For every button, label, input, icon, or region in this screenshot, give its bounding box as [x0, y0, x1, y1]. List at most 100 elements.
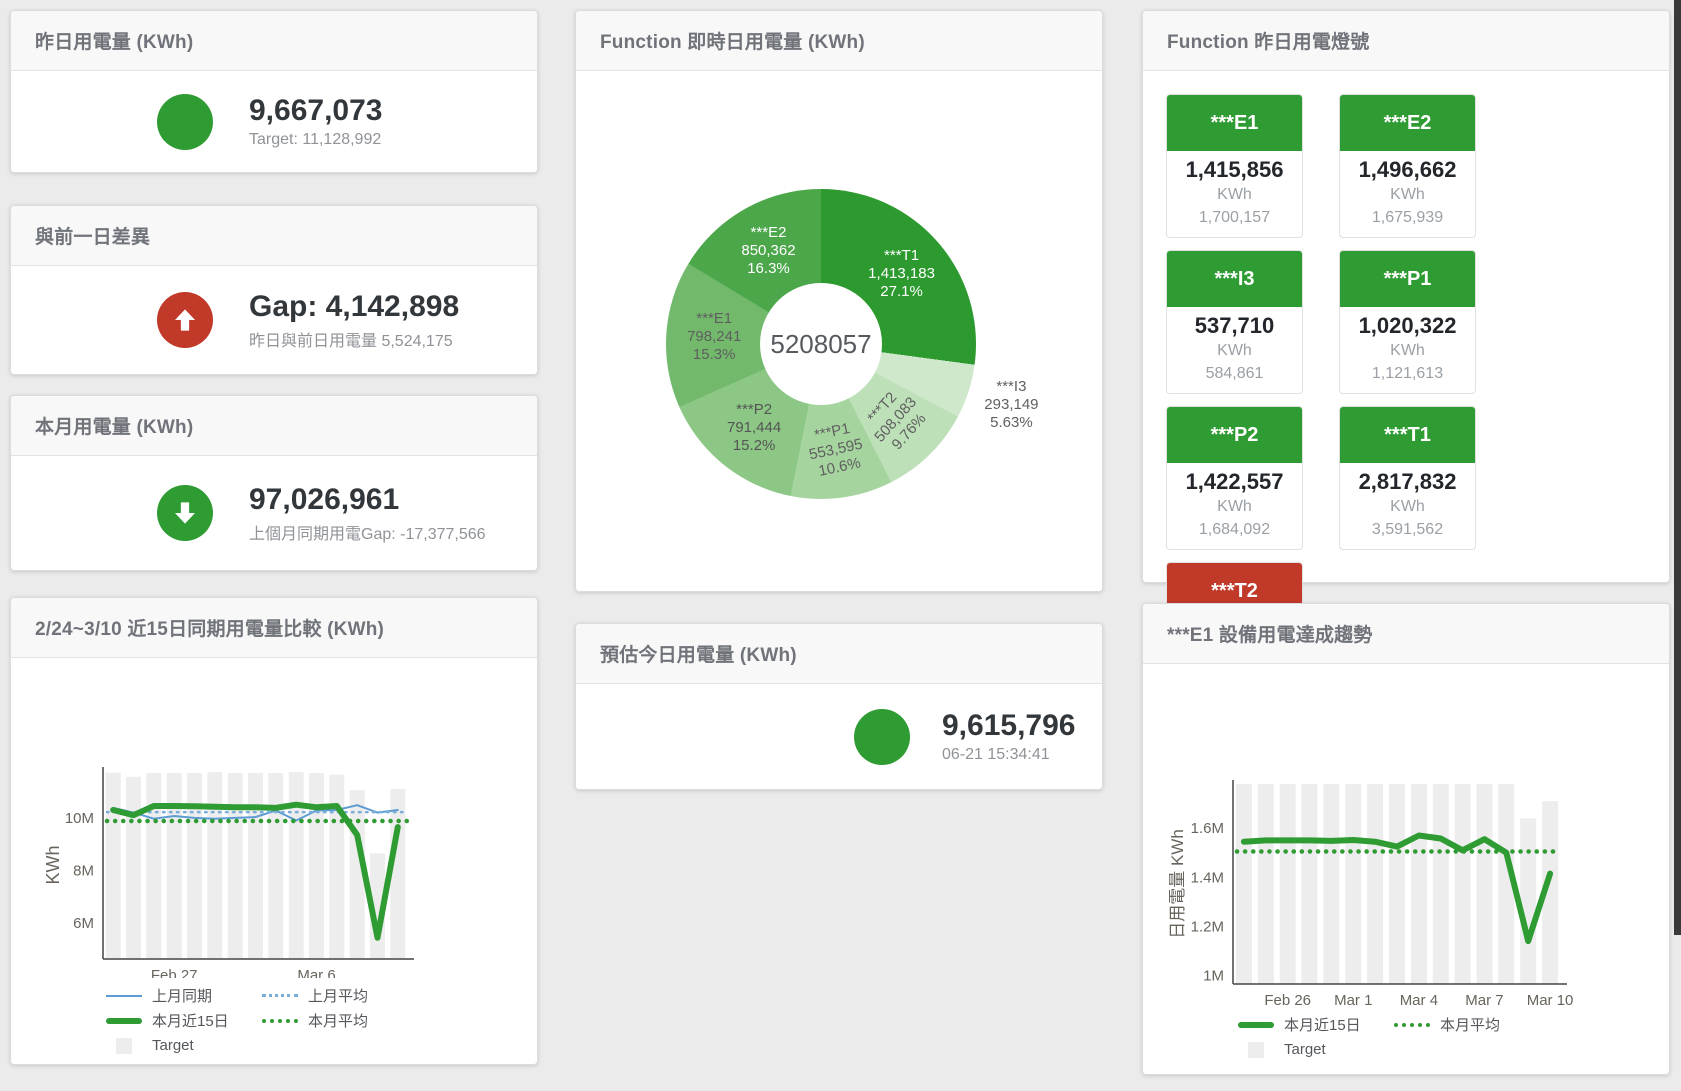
kpi-text: 9,667,073 Target: 11,128,992	[249, 94, 382, 149]
x-tick: Mar 7	[1465, 992, 1503, 1009]
comparison-chart[interactable]: 6M 8M 10M Feb 27 Mar 6 KWh	[11, 658, 539, 978]
target-bar	[309, 773, 324, 959]
card-15day-comparison: 2/24~3/10 近15日同期用電量比較 (KWh) 6M 8M 10M Feb 2…	[10, 597, 538, 1065]
target-bar	[390, 788, 406, 959]
kpi-row: 9,667,073 Target: 11,128,992	[11, 71, 537, 172]
tile-target: 584,861	[1205, 365, 1264, 382]
kpi-text: Gap: 4,142,898 昨日與前日用電量 5,524,175	[249, 290, 459, 351]
card-header: 2/24~3/10 近15日同期用電量比較 (KWh)	[11, 598, 537, 658]
legend-label[interactable]: 上月同期	[152, 988, 213, 1005]
target-bar	[1454, 784, 1471, 984]
target-bar	[1301, 784, 1318, 984]
legend-marker-green-dot[interactable]	[262, 1018, 298, 1023]
kpi-subtext: Target: 11,128,992	[249, 131, 382, 148]
donut-chart[interactable]: 5208057 ***T1 1,413,183 27.1% ***I3 293,149 5…	[666, 189, 1039, 499]
target-bar	[288, 772, 304, 959]
legend-label[interactable]: 本月平均	[1440, 1017, 1501, 1034]
trend-chart[interactable]: 1M 1.2M 1.4M 1.6M Feb 26 Mar 1 Mar 4 Mar 7 Mar 1…	[1143, 664, 1671, 1009]
legend-label[interactable]: Target	[152, 1037, 194, 1054]
card-status-lights: Function 昨日用電燈號 ***E1 1,415,856 KWh 1,700,1…	[1142, 10, 1670, 706]
y-tick: 1.2M	[1191, 918, 1224, 935]
arrow-up-icon	[175, 309, 195, 331]
tile-unit: KWh	[1390, 186, 1425, 203]
donut-slice-label-e2: ***E2 850,362 16.3%	[741, 223, 796, 277]
status-tile-p2: ***P2 1,422,557 KWh 1,684,092	[1166, 406, 1303, 550]
legend-marker-green-line[interactable]	[1238, 1021, 1274, 1028]
tile-label: ***T1	[1340, 407, 1475, 463]
legend-label[interactable]: 本月平均	[308, 1013, 369, 1030]
kpi-value: Gap: 4,142,898	[249, 289, 460, 323]
x-tick: Mar 1	[1334, 992, 1372, 1009]
legend-marker-blue-line[interactable]	[106, 994, 142, 997]
legend-label[interactable]: 本月近15日	[152, 1013, 229, 1030]
card-title: 本月用電量 (KWh)	[35, 417, 194, 438]
card-header: 昨日用電量 (KWh)	[11, 11, 537, 71]
series-line	[112, 804, 399, 822]
target-bar	[1410, 784, 1427, 984]
tile-value: 1,496,662	[1358, 157, 1457, 182]
kpi-text: 97,026,961 上個月同期用電Gap: -17,377,566	[249, 483, 486, 544]
kpi-subtext: 上個月同期用電Gap: -17,377,566	[249, 525, 486, 543]
target-bar	[105, 772, 121, 959]
target-bar	[146, 773, 162, 959]
legend-marker-green-dot[interactable]	[1394, 1022, 1430, 1027]
card-title: ***E1 設備用電達成趨勢	[1167, 625, 1373, 646]
card-month-usage: 本月用電量 (KWh) 97,026,961 上個月同期用電Gap: -17,3…	[10, 395, 538, 571]
status-tile-t1: ***T1 2,817,832 KWh 3,591,562	[1339, 406, 1476, 550]
target-bar	[227, 773, 243, 959]
tile-body: 1,496,662 KWh 1,675,939	[1340, 151, 1475, 237]
card-header: ***E1 設備用電達成趨勢	[1143, 604, 1669, 664]
tile-target: 3,591,562	[1371, 521, 1444, 538]
tile-body: 537,710 KWh 584,861	[1167, 307, 1302, 393]
target-bar	[1345, 784, 1362, 984]
status-tile-e2: ***E2 1,496,662 KWh 1,675,939	[1339, 94, 1476, 238]
card-header: 預估今日用電量 (KWh)	[576, 624, 1102, 684]
kpi-subtext: 06-21 15:34:41	[942, 746, 1050, 763]
tile-value: 1,020,322	[1358, 313, 1457, 338]
tile-body: 1,422,557 KWh 1,684,092	[1167, 463, 1302, 549]
tile-target: 1,700,157	[1198, 209, 1271, 226]
tile-value: 537,710	[1194, 313, 1275, 338]
y-tick: 6M	[73, 915, 94, 932]
y-tick: 10M	[65, 810, 94, 827]
tile-body: 2,817,832 KWh 3,591,562	[1340, 463, 1475, 549]
tile-unit: KWh	[1390, 498, 1425, 515]
tile-label: ***P2	[1167, 407, 1302, 463]
tile-unit: KWh	[1390, 342, 1425, 359]
card-title: 預估今日用電量 (KWh)	[600, 645, 797, 666]
legend-label[interactable]: 上月平均	[308, 988, 369, 1005]
legend-marker-target-box[interactable]	[106, 1037, 142, 1054]
card-e1-trend: ***E1 設備用電達成趨勢 1M 1.2M 1.4M 1.6M Feb 26 Mar 1…	[1142, 603, 1670, 1075]
tile-label: ***E1	[1167, 95, 1302, 151]
target-bar	[1542, 801, 1559, 984]
donut-hole: 5208057	[760, 283, 882, 405]
legend-label[interactable]: Target	[1284, 1041, 1326, 1058]
y-tick: 1.6M	[1191, 820, 1224, 837]
donut-slice-label-p1: ***P1 553,595 10.6%	[807, 419, 864, 480]
x-tick: Feb 26	[1264, 992, 1311, 1009]
kpi-value: 9,667,073	[249, 94, 383, 127]
x-tick: Feb 27	[151, 967, 198, 978]
legend-marker-blue-dot[interactable]	[262, 994, 298, 997]
legend-label[interactable]: 本月近15日	[1284, 1017, 1361, 1034]
tile-value: 1,415,856	[1185, 157, 1284, 182]
y-tick: 1.4M	[1191, 869, 1224, 886]
tile-label: ***E2	[1340, 95, 1475, 151]
card-title: 2/24~3/10 近15日同期用電量比較 (KWh)	[35, 619, 385, 640]
y-axis-label: 日用電量 KWh	[1168, 829, 1187, 939]
kpi-value: 9,615,796	[942, 709, 1076, 742]
scrollbar-track[interactable]	[1674, 0, 1681, 935]
card-title: 昨日用電量 (KWh)	[35, 32, 194, 53]
kpi-row: Gap: 4,142,898 昨日與前日用電量 5,524,175	[11, 266, 537, 374]
card-day-gap: 與前一日差異 Gap: 4,142,898 昨日與前日用電量 5,524,175	[10, 205, 538, 375]
tile-label: ***P1	[1340, 251, 1475, 307]
tile-target: 1,121,613	[1371, 365, 1444, 382]
legend-marker-green-line[interactable]	[106, 1017, 142, 1024]
comparison-legend: 上月同期 上月平均 本月近15日 本月平均 Target	[106, 983, 418, 1058]
series-line	[110, 801, 401, 941]
target-bar	[268, 773, 284, 959]
legend-marker-target-box[interactable]	[1238, 1041, 1274, 1058]
tile-target: 1,675,939	[1371, 209, 1444, 226]
status-tile-p1: ***P1 1,020,322 KWh 1,121,613	[1339, 250, 1476, 394]
card-yesterday-usage: 昨日用電量 (KWh) 9,667,073 Target: 11,128,992	[10, 10, 538, 173]
